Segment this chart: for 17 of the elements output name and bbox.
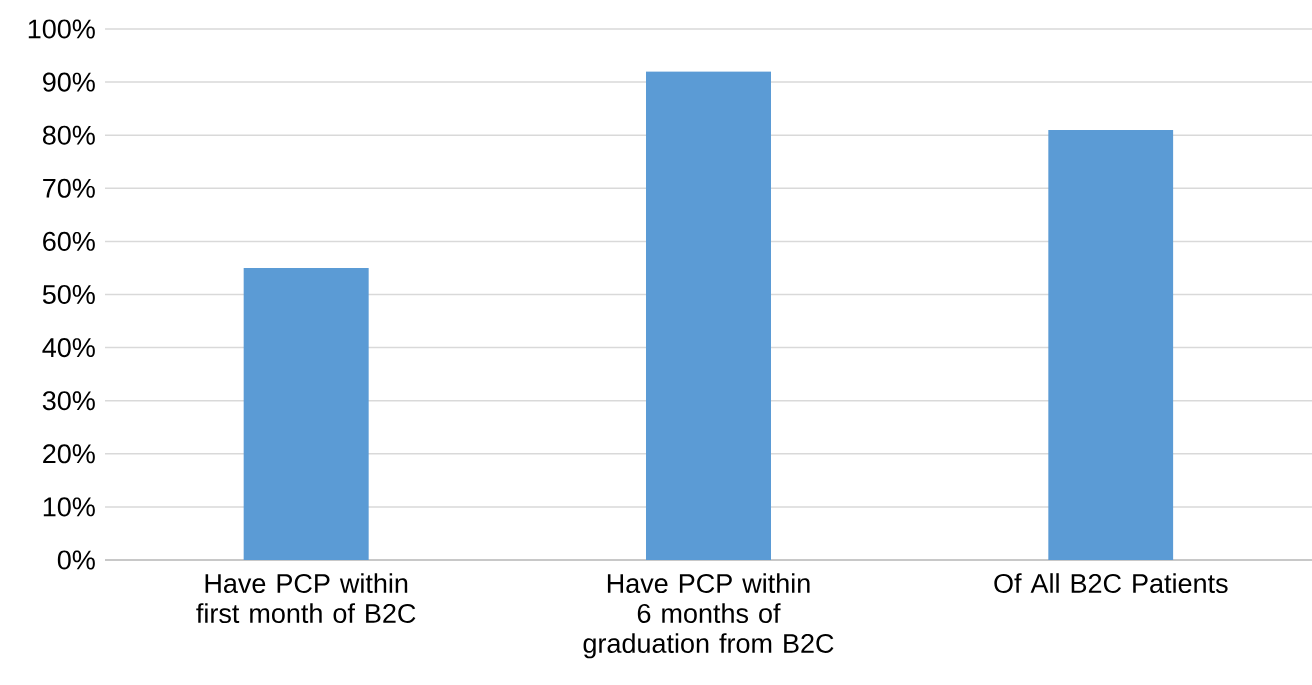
y-tick-label: 70% — [43, 178, 95, 198]
x-tick-label: Have PCP within 6 months of graduation from B2C — [583, 573, 834, 659]
bar — [243, 267, 369, 560]
y-tick-label: 40% — [42, 338, 95, 358]
y-tick-label: 20% — [43, 444, 95, 464]
bar — [646, 71, 771, 560]
y-tick-label: 10% — [43, 497, 95, 517]
y-tick-label: 90% — [43, 72, 95, 92]
x-tick-label: Have PCP within first month of B2C — [196, 573, 416, 624]
y-tick-label: 30% — [42, 391, 95, 411]
y-tick-label: 80% — [42, 125, 95, 145]
y-tick-label: 100% — [28, 19, 95, 39]
x-tick-label: Of All B2C Patients — [994, 573, 1228, 594]
y-tick-label: 50% — [42, 284, 95, 305]
y-tick-label: 0% — [57, 550, 95, 570]
bar — [1048, 129, 1174, 560]
y-tick-label: 60% — [43, 231, 95, 251]
